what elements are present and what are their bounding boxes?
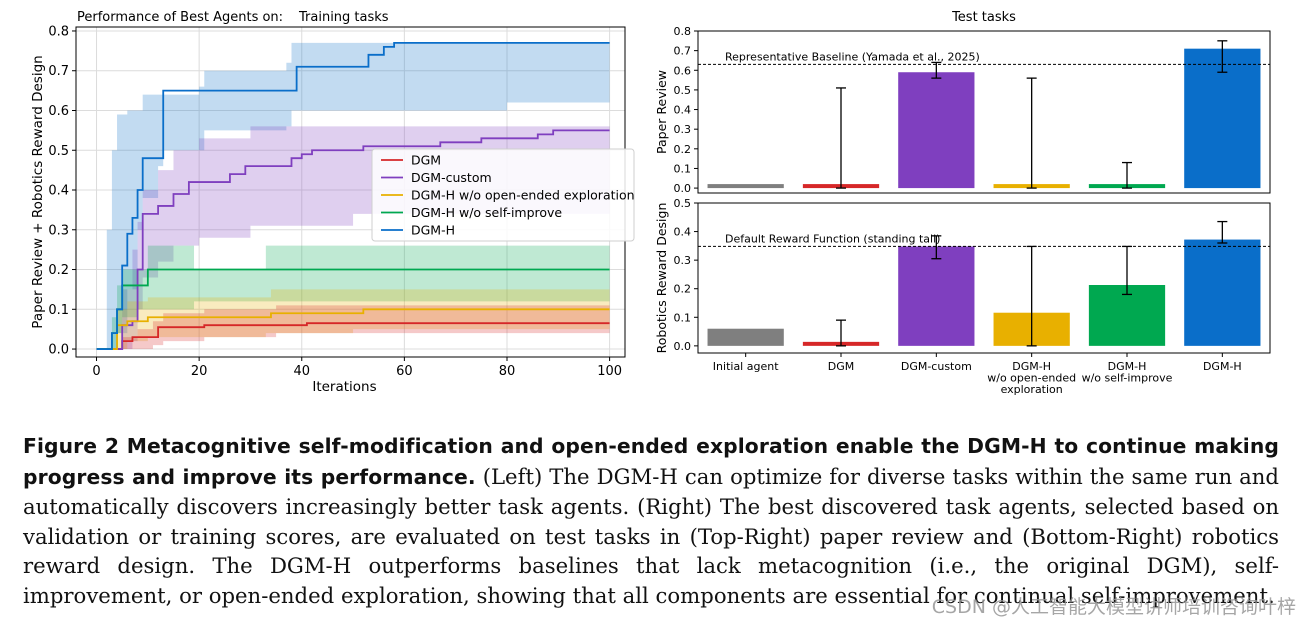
x-tick-label: DGM-H (1108, 360, 1147, 373)
legend-label: DGM-custom (411, 170, 492, 185)
bar-plot-frame (697, 30, 1271, 194)
bar-chart-robotics-reward-design: 0.0 0.1 0.2 0.3 0.4 0.5 Initial agent DGM DGM-cu… (654, 197, 1271, 396)
y-tick-label: 0.4 (674, 226, 692, 239)
y-tick-label: 0.6 (48, 104, 69, 119)
x-tick-label: 20 (191, 364, 208, 379)
legend-label: DGM-H w/o open-ended exploration (411, 188, 635, 203)
series-line-dgm-h (96, 42, 610, 350)
bar-initial-agent (707, 328, 784, 346)
bar-y-label: Paper Review (654, 70, 669, 154)
legend-label: DGM-H w/o self-improve (411, 205, 562, 220)
bar-dgm-custom (898, 72, 975, 189)
y-tick-label: 0.1 (674, 162, 692, 175)
caption-lead: Figure 2 Metacognitive self-modification… (23, 434, 1279, 489)
y-tick-label: 0.3 (48, 223, 69, 238)
x-tick-label: DGM-H (1203, 360, 1242, 373)
x-tick-label: exploration (1001, 383, 1063, 396)
confidence-band-dgm-h-w-o-self-improve (96, 245, 610, 350)
figure-caption: Figure 2 Metacognitive self-modification… (23, 431, 1279, 610)
y-tick-label: 0.0 (674, 182, 692, 195)
y-tick-label: 0.8 (674, 25, 692, 38)
y-tick-label: 0.1 (674, 311, 692, 324)
y-tick-label: 0.2 (674, 143, 692, 156)
confidence-band-dgm-h-w-o-open-ended-exploration (96, 289, 610, 350)
confidence-band-dgm-h (96, 42, 610, 350)
y-tick-label: 0.5 (674, 84, 692, 97)
legend-label: DGM (411, 153, 441, 168)
y-tick-label: 0.7 (674, 45, 692, 58)
training-title-prefix: Performance of Best Agents on: (77, 10, 283, 25)
test-title: Test tasks (951, 10, 1016, 25)
y-tick-label: 0.4 (674, 104, 692, 117)
x-tick-label: 80 (499, 364, 516, 379)
training-y-label: Paper Review + Robotics Reward Design (30, 55, 46, 328)
x-tick-label: w/o self-improve (1082, 372, 1173, 385)
watermark: CSDN @人工智能大模型讲师培训咨询叶梓 (931, 596, 1296, 618)
x-tick-label: w/o open-ended (987, 372, 1076, 385)
bar-chart-paper-review: 0.0 0.1 0.2 0.3 0.4 0.5 0.6 0.7 0.8 Representativ… (654, 10, 1271, 195)
y-tick-label: 0.2 (48, 263, 69, 278)
confidence-band-dgm (96, 305, 610, 350)
bar-dgm-h-w-o-self-improve (1088, 285, 1166, 346)
bar-dgm-h (1184, 239, 1261, 346)
baseline-label: Representative Baseline (Yamada et al., … (725, 50, 980, 63)
figure: 0 20 40 60 80 100 0.0 0.1 0.2 0.3 0.4 0.5 0.6 0.7 0.8 P… (30, 10, 1271, 396)
y-tick-label: 0.1 (48, 303, 69, 318)
training-x-label: Iterations (312, 379, 376, 395)
bar-plot-frame (697, 202, 1271, 354)
x-tick-label: 40 (293, 364, 310, 379)
x-tick-label: DGM (828, 360, 855, 373)
x-tick-label: 100 (597, 364, 622, 379)
training-legend (371, 148, 635, 242)
y-tick-label: 0.6 (674, 64, 692, 77)
x-tick-label: 0 (92, 364, 100, 379)
training-chart: 0 20 40 60 80 100 0.0 0.1 0.2 0.3 0.4 0.5 0.6 0.7 0.8 P… (30, 10, 635, 395)
x-tick-label: Initial agent (713, 360, 779, 373)
x-tick-label: DGM-custom (901, 360, 972, 373)
x-tick-label: DGM-H (1012, 360, 1051, 373)
y-tick-label: 0.5 (674, 197, 692, 210)
training-title: Training tasks (298, 10, 389, 25)
x-tick-label: 60 (396, 364, 413, 379)
y-tick-label: 0.4 (48, 184, 69, 199)
y-tick-label: 0.0 (48, 343, 69, 358)
y-tick-label: 0.2 (674, 283, 692, 296)
y-tick-label: 0.3 (674, 123, 692, 136)
legend-label: DGM-H (411, 223, 455, 238)
bar-initial-agent (707, 184, 784, 189)
series-line-dgm-custom (96, 129, 610, 350)
caption-body: (Left) The DGM-H can optimize for divers… (23, 463, 1279, 608)
y-tick-label: 0.7 (48, 64, 69, 79)
y-tick-label: 0.5 (48, 144, 69, 159)
bar-y-label: Robotics Reward Design (654, 203, 669, 354)
baseline-label: Default Reward Function (standing tall) (725, 232, 940, 245)
bar-dgm-custom (898, 246, 975, 346)
series-line-dgm-h-w-o-open-ended-exploration (96, 308, 610, 350)
y-tick-label: 0.0 (674, 340, 692, 353)
y-tick-label: 0.8 (48, 24, 69, 39)
y-tick-label: 0.3 (674, 254, 692, 267)
